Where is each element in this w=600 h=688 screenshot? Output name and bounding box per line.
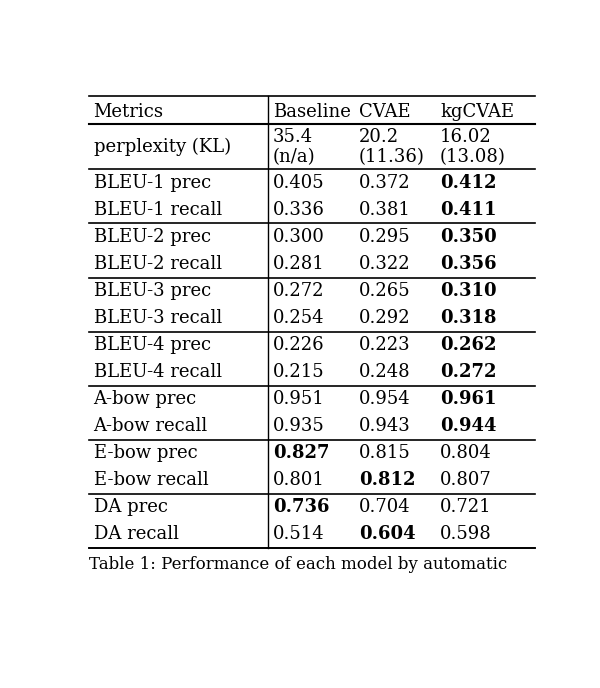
Text: BLEU-4 prec: BLEU-4 prec (94, 336, 211, 354)
Text: BLEU-3 recall: BLEU-3 recall (94, 309, 222, 327)
Text: 0.381: 0.381 (359, 201, 410, 219)
Text: BLEU-2 prec: BLEU-2 prec (94, 228, 211, 246)
Text: 0.336: 0.336 (272, 201, 325, 219)
Text: BLEU-2 recall: BLEU-2 recall (94, 255, 222, 273)
Text: 0.807: 0.807 (440, 471, 492, 489)
Text: 0.815: 0.815 (359, 444, 410, 462)
Text: CVAE: CVAE (359, 103, 410, 120)
Text: 0.272: 0.272 (272, 282, 324, 300)
Text: A-bow prec: A-bow prec (94, 390, 197, 408)
Text: 0.272: 0.272 (440, 363, 497, 381)
Text: 0.310: 0.310 (440, 282, 497, 300)
Text: 0.405: 0.405 (272, 174, 324, 192)
Text: 0.604: 0.604 (359, 525, 415, 544)
Text: kgCVAE: kgCVAE (440, 103, 514, 120)
Text: 0.356: 0.356 (440, 255, 497, 273)
Text: 16.02
(13.08): 16.02 (13.08) (440, 127, 506, 166)
Text: 0.300: 0.300 (272, 228, 325, 246)
Text: 0.226: 0.226 (272, 336, 324, 354)
Text: BLEU-1 prec: BLEU-1 prec (94, 174, 211, 192)
Text: 0.318: 0.318 (440, 309, 497, 327)
Text: 0.935: 0.935 (272, 417, 325, 435)
Text: 0.943: 0.943 (359, 417, 410, 435)
Text: DA prec: DA prec (94, 498, 167, 516)
Text: E-bow prec: E-bow prec (94, 444, 197, 462)
Text: 0.372: 0.372 (359, 174, 410, 192)
Text: 0.951: 0.951 (272, 390, 325, 408)
Text: 0.248: 0.248 (359, 363, 410, 381)
Text: 0.292: 0.292 (359, 309, 410, 327)
Text: 20.2
(11.36): 20.2 (11.36) (359, 127, 425, 166)
Text: 0.812: 0.812 (359, 471, 415, 489)
Text: A-bow recall: A-bow recall (94, 417, 208, 435)
Text: Table 1: Performance of each model by automatic: Table 1: Performance of each model by au… (89, 556, 507, 572)
Text: BLEU-4 recall: BLEU-4 recall (94, 363, 222, 381)
Text: BLEU-3 prec: BLEU-3 prec (94, 282, 211, 300)
Text: 0.215: 0.215 (272, 363, 324, 381)
Text: DA recall: DA recall (94, 525, 179, 544)
Text: 0.412: 0.412 (440, 174, 497, 192)
Text: 0.598: 0.598 (440, 525, 492, 544)
Text: 0.322: 0.322 (359, 255, 410, 273)
Text: 0.254: 0.254 (272, 309, 324, 327)
Text: 0.961: 0.961 (440, 390, 497, 408)
Text: E-bow recall: E-bow recall (94, 471, 208, 489)
Text: 0.801: 0.801 (272, 471, 325, 489)
Text: 0.827: 0.827 (272, 444, 329, 462)
Text: 0.223: 0.223 (359, 336, 410, 354)
Text: 0.804: 0.804 (440, 444, 492, 462)
Text: BLEU-1 recall: BLEU-1 recall (94, 201, 222, 219)
Text: 0.281: 0.281 (272, 255, 325, 273)
Text: 0.295: 0.295 (359, 228, 410, 246)
Text: Metrics: Metrics (94, 103, 164, 120)
Text: perplexity (KL): perplexity (KL) (94, 138, 231, 156)
Text: 0.265: 0.265 (359, 282, 410, 300)
Text: 0.721: 0.721 (440, 498, 491, 516)
Text: 0.350: 0.350 (440, 228, 497, 246)
Text: 35.4
(n/a): 35.4 (n/a) (272, 127, 315, 166)
Text: 0.736: 0.736 (272, 498, 329, 516)
Text: 0.514: 0.514 (272, 525, 324, 544)
Text: 0.262: 0.262 (440, 336, 497, 354)
Text: 0.954: 0.954 (359, 390, 410, 408)
Text: 0.704: 0.704 (359, 498, 410, 516)
Text: Baseline: Baseline (272, 103, 350, 120)
Text: 0.944: 0.944 (440, 417, 497, 435)
Text: 0.411: 0.411 (440, 201, 497, 219)
